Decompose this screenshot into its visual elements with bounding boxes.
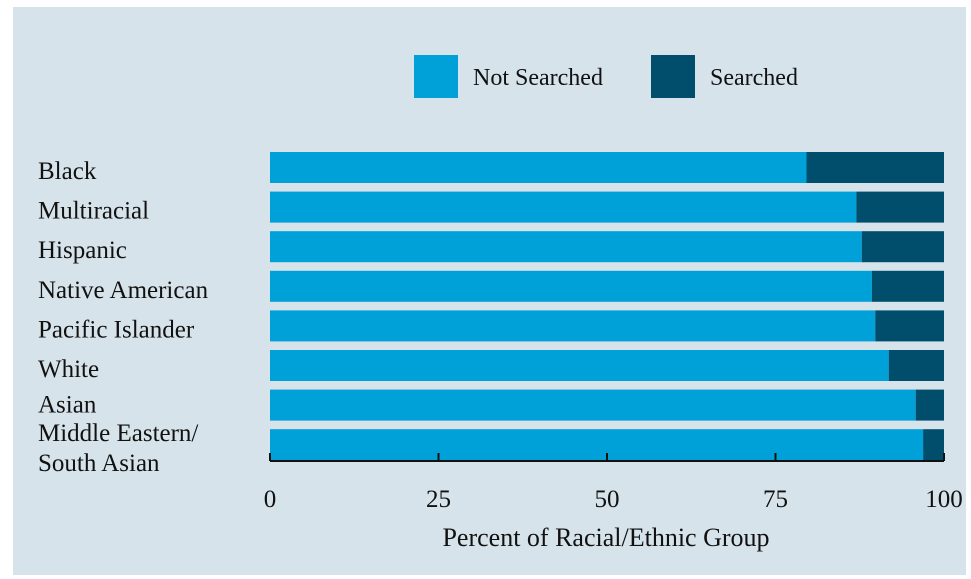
x-tick-label-0: 0: [264, 486, 277, 513]
category-label-6: Asian: [38, 392, 97, 419]
bar-0-4: [270, 310, 876, 342]
bar-1-0: [806, 152, 944, 183]
x-tick-label-2: 50: [595, 486, 620, 513]
bar-1-2: [861, 231, 944, 263]
category-label-5: White: [38, 356, 99, 383]
bar-0-5: [270, 350, 889, 381]
legend-swatch-1: [651, 55, 695, 98]
bar-0-7: [270, 429, 924, 461]
legend-swatch-0: [414, 55, 458, 98]
bar-0-3: [270, 270, 872, 302]
bar-1-7: [923, 429, 944, 461]
bar-0-2: [270, 231, 862, 263]
category-label-1: Multiracial: [38, 198, 149, 225]
category-label-3: Native American: [38, 277, 209, 304]
bar-1-4: [875, 310, 944, 342]
bars: [270, 152, 944, 461]
x-axis: 0 25 50 75 100: [264, 453, 963, 513]
category-label-0: Black: [38, 158, 97, 185]
bar-1-6: [915, 389, 944, 421]
x-axis-title: Percent of Racial/Ethnic Group: [442, 523, 769, 552]
category-label-2: Hispanic: [38, 237, 127, 264]
x-tick-label-3: 75: [763, 486, 788, 513]
bar-1-5: [888, 350, 944, 381]
x-tick-label-1: 25: [426, 486, 451, 513]
bar-0-1: [270, 191, 857, 223]
legend-label-1: Searched: [710, 65, 798, 91]
bar-1-1: [856, 191, 944, 223]
category-label-4: Pacific Islander: [38, 316, 195, 343]
legend: Not Searched Searched: [414, 55, 798, 98]
x-tick-label-4: 100: [925, 486, 963, 513]
category-label-7: Middle Eastern/South Asian: [38, 420, 198, 477]
bar-0-6: [270, 389, 916, 421]
legend-label-0: Not Searched: [473, 65, 603, 91]
category-labels: Black Multiracial Hispanic Native American P…: [38, 158, 209, 477]
bar-1-3: [871, 270, 944, 302]
bar-0-0: [270, 152, 807, 183]
